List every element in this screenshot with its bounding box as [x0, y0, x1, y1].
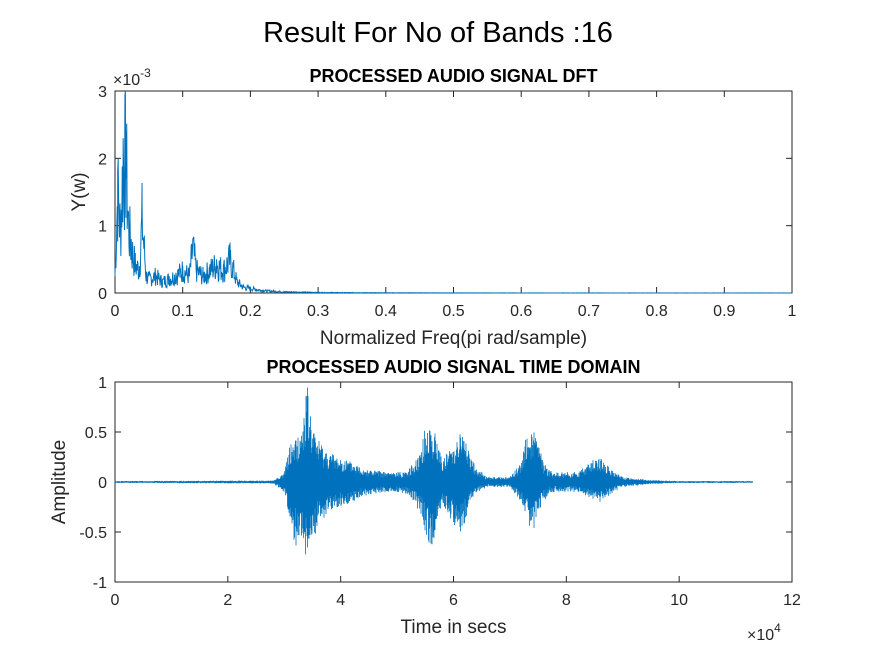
- y-exponent-base: ×10: [113, 72, 140, 89]
- x-axis-label: Normalized Freq(pi rad/sample): [320, 328, 587, 349]
- x-tick-label: 0.7: [578, 303, 600, 320]
- y-tick-label: 1: [98, 219, 107, 236]
- dft-plot: 0 0.1 0.2 0.3 0.4 0.5 0.6 0.7 0.8 0.9 1 0 1 2 3 PROCESS…: [69, 66, 797, 349]
- x-tick-label: 0.2: [239, 303, 261, 320]
- x-tick-label: 0.3: [307, 303, 329, 320]
- y-tick-label: 2: [98, 151, 107, 168]
- x-tick-label: 0.6: [510, 303, 532, 320]
- x-tick-label: 0.5: [442, 303, 464, 320]
- x-tick-label: 0.8: [645, 303, 667, 320]
- x-exponent-base: ×10: [747, 627, 774, 644]
- y-tick-label: 0: [98, 286, 107, 303]
- plot-title: PROCESSED AUDIO SIGNAL DFT: [309, 66, 597, 86]
- figure-title: Result For No of Bands :16: [263, 17, 613, 49]
- x-tick-label: 1: [788, 303, 797, 320]
- x-axis-label: Time in secs: [401, 617, 507, 638]
- y-exponent-label: ×10-3: [113, 66, 151, 89]
- y-axis-label: Y(w): [69, 172, 90, 211]
- dft-series-line: [114, 90, 793, 294]
- x-exponent-power: 4: [774, 621, 781, 635]
- x-tick-label: 4: [336, 592, 345, 609]
- x-tick-label: 0.1: [172, 303, 194, 320]
- y-exponent-power: -3: [140, 66, 151, 80]
- y-tick-label: 1: [98, 375, 107, 392]
- y-tick-label: 0: [98, 475, 107, 492]
- x-tick-label: 0: [111, 303, 120, 320]
- x-tick-label: 2: [223, 592, 232, 609]
- y-tick-label: 0.5: [85, 425, 107, 442]
- time-domain-plot: 0 2 4 6 8 10 12 -1 -0.5 0 0.5 1 PROCESSED AUDIO SIGN…: [49, 357, 801, 644]
- y-tick-label: -0.5: [79, 525, 107, 542]
- x-tick-label: 10: [670, 592, 688, 609]
- x-tick-label: 0.9: [713, 303, 735, 320]
- time-domain-series-line: [114, 387, 753, 555]
- x-exponent-label: ×104: [747, 621, 781, 644]
- x-tick-label: 0.4: [375, 303, 397, 320]
- x-tick-label: 6: [449, 592, 458, 609]
- y-axis-label: Amplitude: [49, 440, 70, 525]
- y-tick-label: -1: [93, 575, 107, 592]
- x-tick-label: 0: [111, 592, 120, 609]
- y-tick-label: 3: [98, 84, 107, 101]
- plot-title: PROCESSED AUDIO SIGNAL TIME DOMAIN: [266, 357, 640, 377]
- x-tick-label: 12: [783, 592, 801, 609]
- x-tick-label: 8: [562, 592, 571, 609]
